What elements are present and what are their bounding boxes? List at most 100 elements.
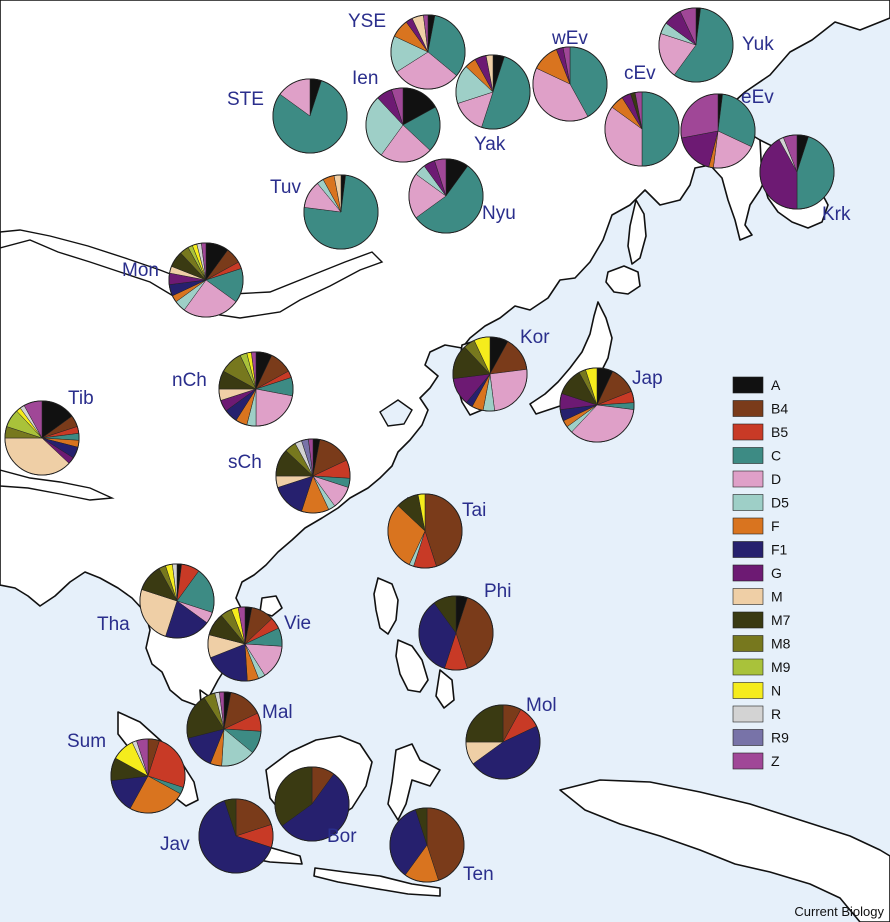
pie-outline [452, 336, 528, 412]
landmass-16 [559, 779, 890, 922]
legend-swatch-A [732, 376, 764, 394]
legend-label-B5: B5 [771, 424, 788, 440]
landmass-0 [0, 0, 890, 707]
pie-outline [559, 367, 635, 443]
border-line-1 [0, 469, 115, 501]
pie-Phi [418, 595, 494, 671]
pop-label-Ien: Ien [352, 68, 378, 89]
pie-outline [207, 606, 283, 682]
legend-label-M9: M9 [771, 659, 791, 675]
legend-label-G: G [771, 565, 782, 581]
pie-outline [455, 54, 531, 130]
landmass-7 [259, 595, 283, 617]
pie-outline [168, 242, 244, 318]
pop-label-nCh: nCh [172, 370, 207, 391]
pop-label-YSE: YSE [348, 11, 386, 32]
pop-label-Mon: Mon [122, 260, 159, 281]
population-labels: YSE Yuk wEv Ien STE Yak cEv eEv Krk Tuv Nyu Mon Kor J… [67, 11, 851, 885]
legend-swatch-R [732, 705, 764, 723]
pie-outline [198, 798, 274, 874]
pie-outline [390, 14, 466, 90]
bohai-sea [379, 399, 413, 427]
legend-swatch-Z [732, 752, 764, 770]
pie-Ten [389, 807, 465, 883]
legend-label-N: N [771, 683, 781, 699]
legend-swatch-C [732, 447, 764, 464]
pie-Mon [168, 242, 244, 318]
pie-outline [418, 595, 494, 671]
pie-outline [389, 807, 465, 883]
pop-label-Mol: Mol [526, 695, 557, 716]
legend: A B4 B5 CD D5 F F1 GM M7 M8 M9 NR R9 Z [732, 376, 791, 770]
legend-swatch-M7 [732, 611, 764, 629]
pie-outline [680, 93, 756, 169]
pie-eEv [680, 93, 756, 169]
legend-swatch-G [732, 564, 764, 582]
legend-swatch-R9 [732, 729, 764, 746]
legend-label-D5: D5 [771, 495, 789, 511]
legend-label-M7: M7 [771, 612, 791, 628]
border-line-0 [0, 229, 384, 319]
pop-label-Tuv: Tuv [270, 177, 301, 198]
pie-Yuk [658, 7, 734, 83]
pop-label-STE: STE [227, 89, 264, 110]
legend-swatch-B5 [732, 423, 764, 441]
legend-swatch-M [732, 588, 764, 605]
pop-label-Krk: Krk [822, 204, 851, 225]
legend-label-B4: B4 [771, 401, 788, 417]
pop-label-Nyu: Nyu [482, 203, 516, 224]
pie-Tai [387, 493, 463, 569]
legend-label-F1: F1 [771, 542, 788, 558]
pie-charts [4, 7, 835, 883]
landmass-9 [395, 639, 429, 693]
pie-outline [465, 704, 541, 780]
credit-text: Current Biology [794, 904, 884, 919]
pie-Yak [455, 54, 531, 130]
pie-Mol [465, 704, 541, 780]
pop-label-sCh: sCh [228, 452, 262, 473]
pie-Nyu [408, 158, 484, 234]
legend-label-A: A [771, 377, 781, 393]
landmass-4 [627, 199, 647, 265]
landmass-2 [529, 301, 613, 415]
landmass-8 [373, 577, 399, 635]
legend-label-Z: Z [771, 753, 780, 769]
pie-Sum [110, 738, 186, 814]
legend-label-M8: M8 [771, 636, 791, 652]
pie-outline [408, 158, 484, 234]
pie-outline [604, 91, 680, 167]
pie-Bor [274, 766, 350, 842]
pop-label-cEv: cEv [624, 63, 656, 84]
pie-nCh [218, 351, 294, 427]
pie-outline [274, 766, 350, 842]
landmass-17 [313, 867, 441, 897]
landmass-10 [435, 669, 455, 709]
landmass-3 [605, 265, 641, 295]
pie-outline [218, 351, 294, 427]
pie-Krk [759, 134, 835, 210]
legend-label-R: R [771, 706, 781, 722]
legend-label-F: F [771, 518, 780, 534]
pop-label-Jap: Jap [632, 368, 663, 389]
pie-Tha [139, 563, 215, 639]
pie-outline [303, 174, 379, 250]
pop-label-Ten: Ten [463, 864, 494, 885]
pop-label-Tib: Tib [68, 388, 94, 409]
pie-outline [275, 438, 351, 514]
pie-outline [139, 563, 215, 639]
pie-wEv [532, 46, 608, 122]
legend-swatch-F [732, 517, 764, 535]
pop-label-Bor: Bor [327, 826, 357, 847]
legend-swatch-F1 [732, 541, 764, 558]
pop-label-Phi: Phi [484, 581, 511, 602]
landmass-15 [387, 743, 441, 821]
pie-cEv [604, 91, 680, 167]
legend-label-C: C [771, 448, 781, 464]
pie-STE [272, 78, 348, 154]
pop-label-Jav: Jav [160, 834, 190, 855]
pie-Vie [207, 606, 283, 682]
pie-Kor [452, 336, 528, 412]
legend-swatch-D5 [732, 494, 764, 511]
legend-swatch-N [732, 682, 764, 699]
pop-label-Sum: Sum [67, 731, 106, 752]
